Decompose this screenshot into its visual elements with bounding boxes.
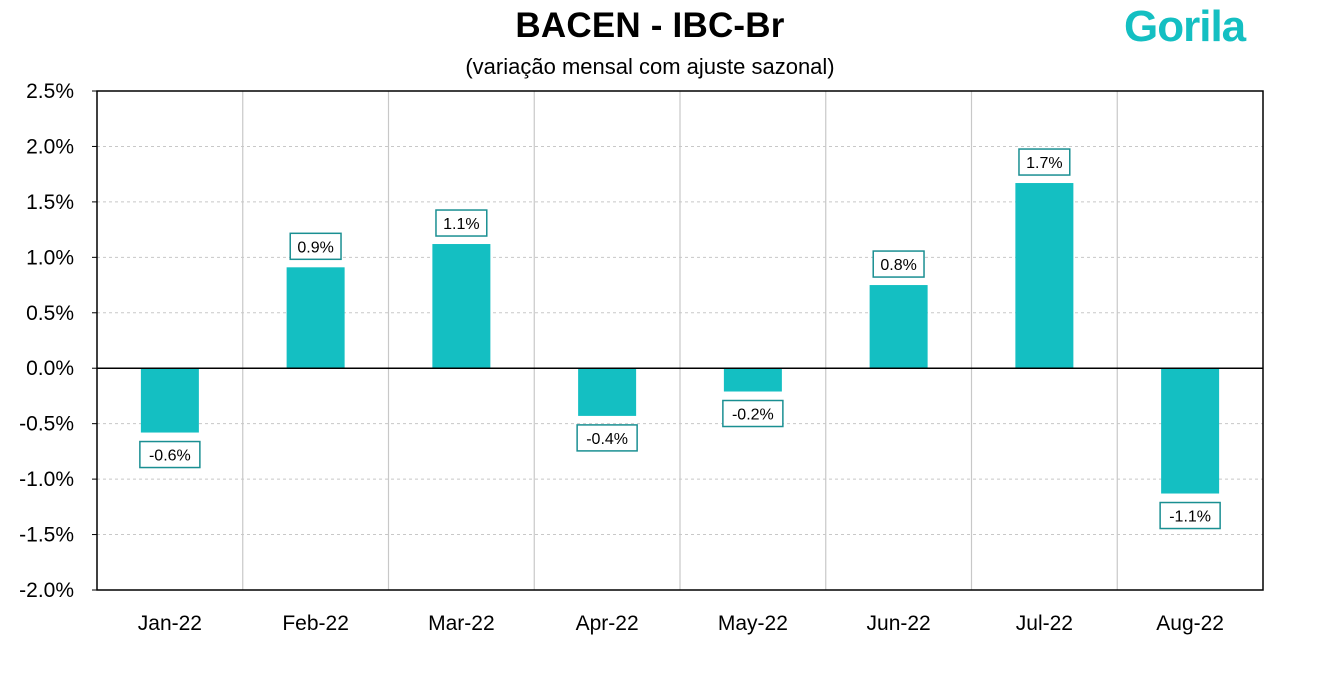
x-tick-label: Aug-22 <box>1156 612 1224 635</box>
data-label: -0.2% <box>732 407 774 424</box>
chart-subtitle: (variação mensal com ajuste sazonal) <box>465 54 835 79</box>
bar-mar-22 <box>432 244 491 369</box>
data-label: 0.8% <box>880 257 916 274</box>
y-tick-label: -1.5% <box>19 524 74 547</box>
data-label-box <box>576 424 638 452</box>
x-tick-label: Jan-22 <box>138 612 202 635</box>
data-label: -0.6% <box>149 448 191 465</box>
y-tick-label: 2.5% <box>26 80 74 103</box>
data-label-box <box>435 209 488 237</box>
brand-logo: Gorila <box>1124 2 1246 51</box>
data-label: 1.1% <box>443 216 479 233</box>
y-tick-label: -1.0% <box>19 468 74 491</box>
data-label: 1.7% <box>1026 155 1062 172</box>
bar-jan-22 <box>140 368 199 433</box>
bar-jul-22 <box>1015 183 1074 369</box>
y-tick-label: 2.0% <box>26 135 74 158</box>
x-tick-label: Apr-22 <box>576 612 639 635</box>
data-label: 0.9% <box>297 239 333 256</box>
bar-may-22 <box>723 368 782 392</box>
y-tick-label: 1.5% <box>26 191 74 214</box>
data-label: -1.1% <box>1169 509 1211 526</box>
x-tick-label: Jul-22 <box>1016 612 1073 635</box>
bar-jun-22 <box>869 285 928 369</box>
y-tick-label: -2.0% <box>19 579 74 602</box>
chart-title: BACEN - IBC-Br <box>515 6 785 45</box>
data-label-box <box>139 440 201 469</box>
data-label-box <box>872 250 925 278</box>
x-tick-label: May-22 <box>718 612 788 635</box>
y-tick-label: 0.5% <box>26 302 74 325</box>
x-tick-label: Feb-22 <box>282 612 349 635</box>
x-tick-label: Jun-22 <box>867 612 931 635</box>
y-tick-label: -0.5% <box>19 413 74 436</box>
y-tick-label: 1.0% <box>26 246 74 269</box>
bar-apr-22 <box>578 368 637 416</box>
y-tick-label: 0.0% <box>26 357 74 380</box>
x-tick-label: Mar-22 <box>428 612 495 635</box>
bar-feb-22 <box>286 267 345 369</box>
bar-aug-22 <box>1161 368 1220 494</box>
data-label: -0.4% <box>586 431 628 448</box>
data-label-box <box>289 232 342 261</box>
data-label-box <box>1018 148 1071 176</box>
data-label-box <box>1159 501 1221 530</box>
data-label-box <box>722 399 784 428</box>
plot-frame <box>96 90 1264 591</box>
